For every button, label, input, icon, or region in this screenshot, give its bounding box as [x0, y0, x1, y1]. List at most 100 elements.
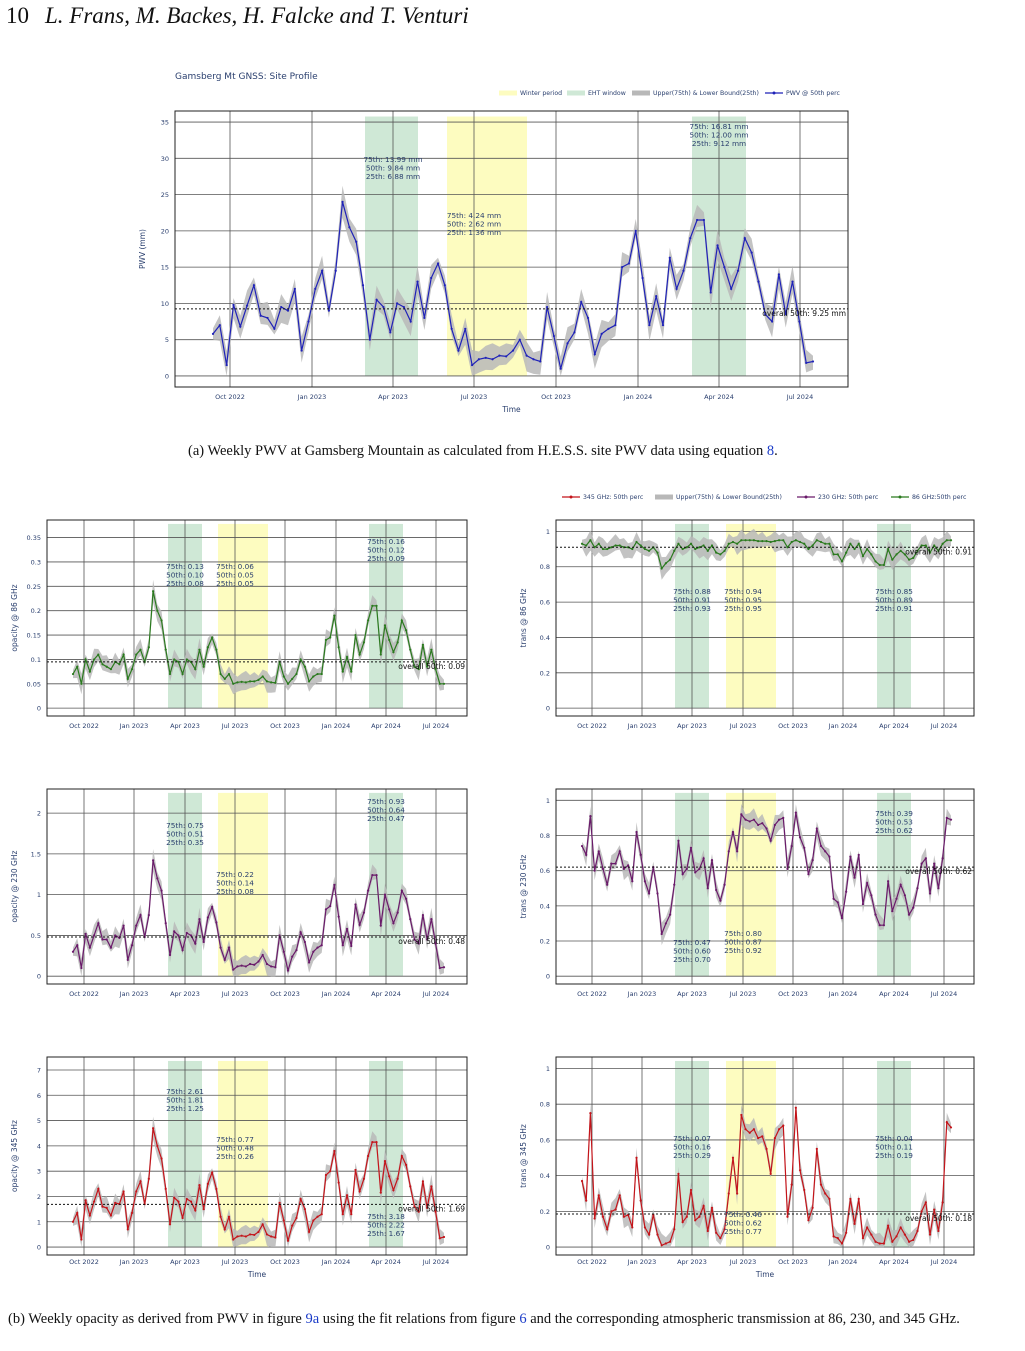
percentile-annotation: 50th: 0.10	[166, 571, 204, 580]
data-point	[656, 551, 659, 554]
x-tick-label: Jul 2023	[729, 990, 756, 998]
percentile-annotation: 75th: 2.61	[166, 1087, 204, 1096]
data-point	[736, 1192, 739, 1195]
legend-345-marker	[569, 495, 573, 499]
chart-panel-5: Oct 2022 Jan 2023 Apr 2023 Jul 2023 Oct 2023…	[10, 1056, 468, 1279]
data-point	[316, 672, 319, 676]
data-point	[878, 924, 881, 927]
data-point	[80, 966, 83, 970]
y-tick-label: 6	[37, 1092, 41, 1100]
overall-median-label: overall 50th: 9.25 mm	[762, 309, 846, 318]
data-point	[286, 1239, 290, 1242]
data-point	[811, 859, 814, 862]
percentile-band	[582, 528, 951, 580]
data-point	[620, 266, 624, 269]
data-point	[928, 1233, 932, 1236]
data-point	[160, 619, 163, 622]
data-point	[307, 680, 311, 683]
equation-link[interactable]: 8	[766, 443, 775, 459]
data-point	[396, 641, 399, 644]
data-point	[236, 965, 239, 968]
data-point	[177, 1200, 180, 1203]
figure-6-link[interactable]: 6	[519, 1311, 527, 1327]
data-point	[920, 862, 923, 865]
data-point	[126, 958, 129, 961]
x-tick-label: Oct 2022	[577, 1258, 607, 1266]
data-point	[382, 305, 385, 309]
data-point	[316, 946, 319, 949]
overall-median-label: overall 50th: 0.09	[398, 662, 465, 671]
y-tick-label: 5	[165, 336, 169, 344]
x-tick-label: Apr 2024	[371, 990, 401, 998]
overall-median-label: overall 50th: 1.69	[398, 1204, 465, 1213]
data-point	[899, 549, 902, 552]
legend-eht-label: EHT window	[588, 90, 626, 97]
data-point	[239, 325, 242, 328]
data-point	[358, 1190, 361, 1193]
data-point	[807, 873, 810, 876]
chart-panel-6: Oct 2022 Jan 2023 Apr 2023 Jul 2023 Oct 2023…	[519, 1056, 975, 1279]
data-point	[442, 966, 446, 969]
data-point	[350, 944, 353, 948]
data-point	[828, 855, 831, 858]
data-point	[730, 287, 733, 291]
data-point	[109, 668, 113, 671]
data-point	[899, 883, 902, 886]
data-point	[857, 1197, 860, 1200]
data-point	[270, 1235, 273, 1238]
data-point	[949, 818, 953, 821]
data-point	[430, 1185, 433, 1188]
data-point	[177, 934, 180, 937]
data-point	[350, 1213, 353, 1216]
data-point	[266, 316, 269, 320]
data-point	[635, 1156, 638, 1159]
data-point	[227, 1215, 231, 1218]
data-point	[88, 946, 91, 949]
percentile-annotation: 25th: 0.47	[367, 814, 405, 823]
data-point	[295, 672, 298, 676]
data-point	[777, 1128, 781, 1131]
data-point	[477, 358, 481, 361]
data-point	[402, 305, 406, 309]
data-point	[773, 823, 776, 827]
legend-230-label: 230 GHz: 50th perc	[818, 494, 879, 501]
data-point	[280, 305, 283, 309]
data-point	[878, 563, 881, 567]
x-tick-label: Oct 2022	[69, 1258, 99, 1266]
data-point	[379, 924, 382, 927]
percentile-annotation: 50th: 0.48	[216, 1144, 254, 1153]
data-point	[253, 680, 256, 683]
data-point	[727, 1192, 730, 1195]
legend-345-label: 345 GHz: 50th perc	[583, 494, 644, 501]
legend-band: Upper(75th) & Lower Bound(25th)	[632, 90, 759, 97]
data-point	[601, 1215, 605, 1218]
percentile-annotation: 25th: 1.36 mm	[447, 228, 501, 237]
data-point	[891, 910, 894, 913]
data-point	[798, 540, 802, 544]
data-point	[694, 1219, 697, 1222]
data-point	[586, 316, 590, 320]
data-point	[798, 1169, 802, 1172]
data-point	[225, 363, 228, 367]
data-point	[882, 924, 886, 927]
x-tick-label: Apr 2023	[677, 722, 707, 730]
data-point	[937, 887, 940, 890]
data-point	[303, 1208, 306, 1211]
percentile-annotation: 75th: 0.47	[673, 938, 711, 947]
data-point	[924, 1201, 927, 1204]
data-point	[362, 641, 365, 644]
figure-9a-link[interactable]: 9a	[305, 1311, 320, 1327]
data-point	[828, 1197, 831, 1200]
data-point	[607, 327, 610, 330]
data-point	[383, 1159, 387, 1163]
data-point	[627, 864, 630, 867]
data-point	[819, 540, 823, 544]
data-point	[168, 953, 172, 957]
data-point	[518, 338, 521, 341]
legend-pwv: PWV @ 50th perc	[765, 89, 841, 97]
data-point	[610, 862, 613, 865]
x-tick-label: Apr 2023	[378, 393, 408, 401]
data-point	[392, 651, 395, 654]
data-point	[710, 544, 714, 547]
data-point	[426, 1206, 429, 1209]
